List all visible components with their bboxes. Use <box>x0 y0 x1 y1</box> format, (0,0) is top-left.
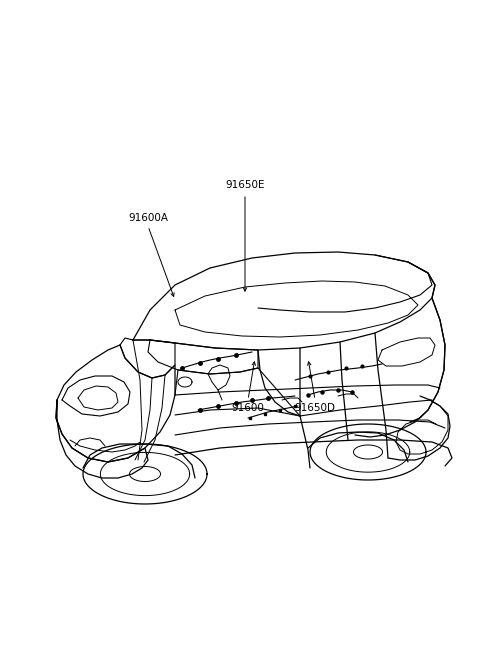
Text: 91600A: 91600A <box>128 213 168 223</box>
Text: 91650E: 91650E <box>225 180 265 190</box>
Text: 91600: 91600 <box>231 403 264 413</box>
Text: 91650D: 91650D <box>295 403 336 413</box>
